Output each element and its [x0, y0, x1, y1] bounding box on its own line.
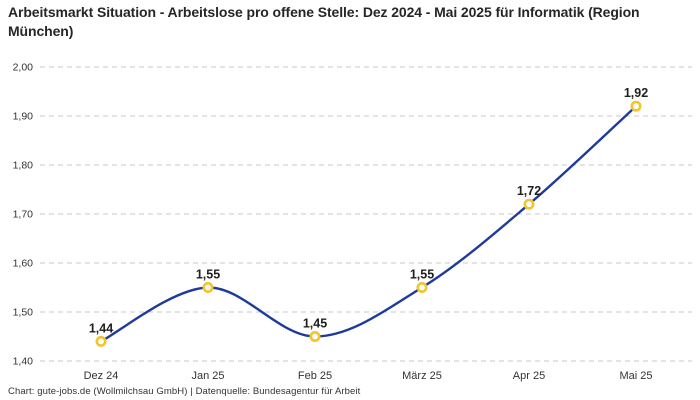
y-tick-label: 1,90 [13, 111, 34, 123]
x-tick-label: Jan 25 [191, 370, 224, 382]
y-tick-label: 1,70 [13, 209, 34, 221]
chart-title: Arbeitsmarkt Situation - Arbeitslose pro… [8, 4, 640, 39]
x-tick-label: Feb 25 [298, 370, 332, 382]
x-tick-label: Dez 24 [84, 370, 119, 382]
x-tick-label: Mai 25 [619, 370, 652, 382]
data-point-marker [416, 281, 428, 293]
x-tick-label: März 25 [402, 370, 442, 382]
value-label: 1,72 [517, 184, 541, 198]
value-label: 1,44 [89, 321, 113, 335]
value-label: 1,92 [624, 86, 648, 100]
y-tick-label: 1,60 [13, 258, 34, 270]
value-label: 1,45 [303, 317, 327, 331]
y-tick-label: 1,80 [13, 160, 34, 172]
data-point-marker [630, 100, 642, 112]
x-tick-label: Apr 25 [513, 370, 545, 382]
chart-footer: Chart: gute-jobs.de (Wollmilchsau GmbH) … [8, 386, 361, 397]
y-tick-label: 1,50 [13, 307, 34, 319]
data-point-marker [523, 198, 535, 210]
trend-line [99, 105, 638, 343]
y-tick-label: 1,40 [13, 356, 34, 368]
y-tick-label: 2,00 [13, 62, 34, 74]
value-label: 1,55 [410, 268, 434, 282]
data-point-marker [95, 335, 107, 347]
data-point-marker [309, 330, 321, 342]
data-point-marker [202, 281, 214, 293]
value-label: 1,55 [196, 268, 220, 282]
